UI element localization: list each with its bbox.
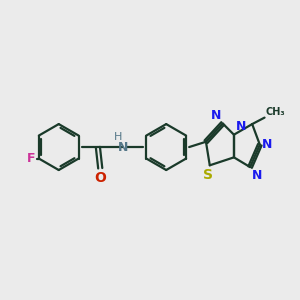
Text: N: N (252, 169, 262, 182)
Text: O: O (94, 171, 106, 184)
Text: N: N (236, 120, 246, 133)
Text: N: N (211, 109, 221, 122)
Text: H: H (113, 132, 122, 142)
Text: CH₃: CH₃ (266, 107, 285, 117)
Text: N: N (118, 141, 128, 154)
Text: F: F (27, 152, 35, 165)
Text: N: N (262, 138, 273, 151)
Text: S: S (203, 168, 213, 182)
